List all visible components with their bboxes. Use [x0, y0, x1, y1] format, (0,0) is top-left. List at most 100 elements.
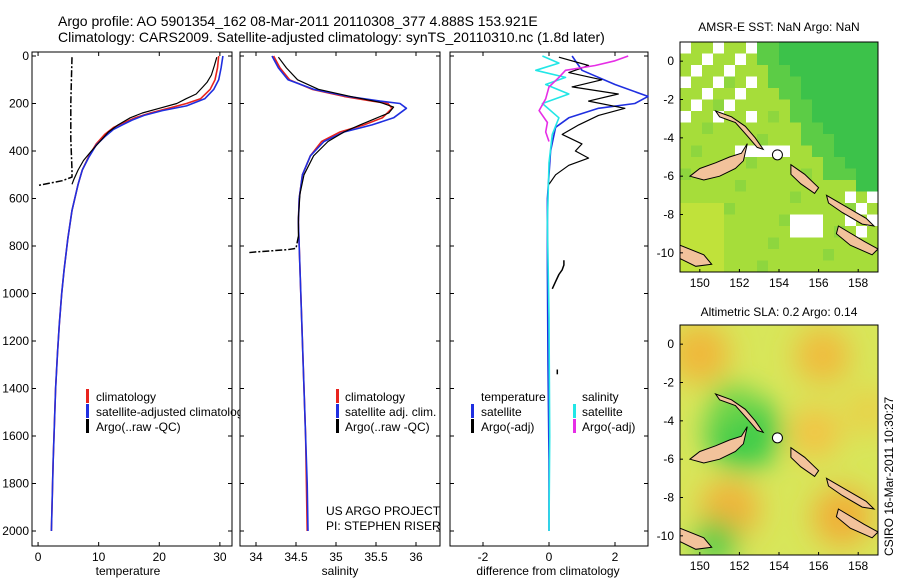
sst-cell [790, 214, 802, 227]
map-y-tick-label: -6 [663, 452, 674, 466]
sst-cell [746, 145, 758, 158]
sst-cell [823, 260, 835, 272]
sst-cell [856, 111, 868, 123]
sst-map-land [680, 109, 878, 267]
sst-cell [801, 249, 813, 261]
sst-cell [823, 168, 835, 181]
sst-cell [779, 180, 791, 192]
sst-cell [768, 237, 780, 250]
sst-cell [779, 122, 791, 135]
sst-cell [746, 249, 758, 261]
sst-cell [790, 157, 802, 169]
sst-cell [790, 111, 802, 123]
sst-cell [856, 76, 868, 89]
temperature-axes-frame [31, 51, 233, 547]
sst-cell [768, 99, 780, 112]
sla-argo-location-marker [771, 432, 783, 444]
sst-cell [790, 180, 802, 192]
sst-cell [702, 122, 714, 135]
map-y-tick-label: -4 [663, 414, 674, 428]
sst-cell [790, 203, 802, 215]
salinity-legend: climatology satellite adj. clim. Argo(..… [336, 389, 436, 434]
sst-cell [834, 122, 846, 135]
sst-cell [757, 65, 769, 77]
sst-cell [746, 42, 758, 54]
sst-cell [746, 191, 758, 204]
sst-cell [834, 249, 846, 261]
series-temp-argo-deep [551, 260, 565, 290]
sst-cell [834, 65, 846, 77]
x-tick-label: 20 [153, 550, 167, 564]
sst-cell [845, 214, 857, 227]
map-x-tick-label: 158 [848, 276, 868, 290]
legend-label-sal-satellite: satellite [582, 405, 623, 419]
sst-cell [757, 191, 769, 204]
sst-cell [812, 53, 824, 66]
sst-cell [823, 134, 835, 146]
sst-cell [680, 88, 692, 100]
sst-cell [801, 76, 813, 89]
map-x-tick-label: 154 [769, 276, 789, 290]
sst-cell [757, 226, 769, 238]
sst-cell [801, 122, 813, 135]
sst-cell [801, 53, 813, 66]
sst-cell [845, 145, 857, 158]
sst-cell [779, 237, 791, 250]
sst-cell [867, 168, 878, 181]
temperature-panel: 0 200 400 600 800 1000 1200 1400 1600 1800 2000 0 10… [2, 49, 249, 578]
legend-swatch-climatology [86, 389, 89, 403]
x-tick-label: 30 [213, 550, 227, 564]
sst-cell [812, 42, 824, 54]
sst-cell [845, 191, 857, 204]
sst-cell [801, 134, 813, 146]
sst-cell [812, 157, 824, 169]
sst-cell [867, 88, 878, 100]
sst-cell [702, 53, 714, 66]
sst-cell [856, 42, 868, 54]
sst-cell [746, 168, 758, 181]
sst-cell [746, 226, 758, 238]
difference-ticks: -2 0 2 [450, 52, 648, 564]
sst-cell [713, 88, 725, 100]
sst-cell [823, 76, 835, 89]
sst-cell [724, 76, 736, 89]
temperature-background [32, 52, 232, 546]
sst-cell [680, 237, 692, 250]
sst-cell [801, 260, 813, 272]
sst-cell [834, 134, 846, 146]
y-tick-label: 1600 [2, 429, 29, 443]
salinity-lines [247, 55, 408, 532]
sst-cell [834, 191, 846, 204]
land-polygon [835, 225, 878, 256]
y-tick-label: 1800 [2, 477, 29, 491]
sst-cell [834, 76, 846, 89]
sst-cell [768, 76, 780, 89]
sst-cell [768, 249, 780, 261]
legend-title-temperature: temperature [481, 390, 546, 404]
sst-cell [856, 180, 868, 192]
sst-cell [691, 134, 703, 146]
sst-cell [680, 168, 692, 181]
sst-cell [713, 226, 725, 238]
series-sal-satellite [534, 55, 570, 532]
sst-cell [757, 168, 769, 181]
map-y-tick-label: -2 [663, 93, 674, 107]
sst-cell [691, 180, 703, 192]
sst-cell [757, 249, 769, 261]
sst-cell [713, 249, 725, 261]
sst-cell [713, 111, 725, 123]
sst-cell [867, 53, 878, 66]
header-line-1: Argo profile: AO 5901354_162 08-Mar-2011… [58, 13, 538, 29]
sst-cell [680, 65, 692, 77]
legend-label-climatology: climatology [96, 390, 156, 404]
sst-cell [845, 99, 857, 112]
sst-cell [823, 157, 835, 169]
sst-cell [680, 203, 692, 215]
legend-label-temp-satellite: satellite [481, 405, 522, 419]
sst-cell [680, 260, 692, 272]
sst-cell [702, 214, 714, 227]
sst-cell [680, 180, 692, 192]
y-tick-label: 1000 [2, 287, 29, 301]
sst-cell [724, 249, 736, 261]
difference-panel: -2 0 2 difference from climatology tempera… [449, 51, 649, 578]
